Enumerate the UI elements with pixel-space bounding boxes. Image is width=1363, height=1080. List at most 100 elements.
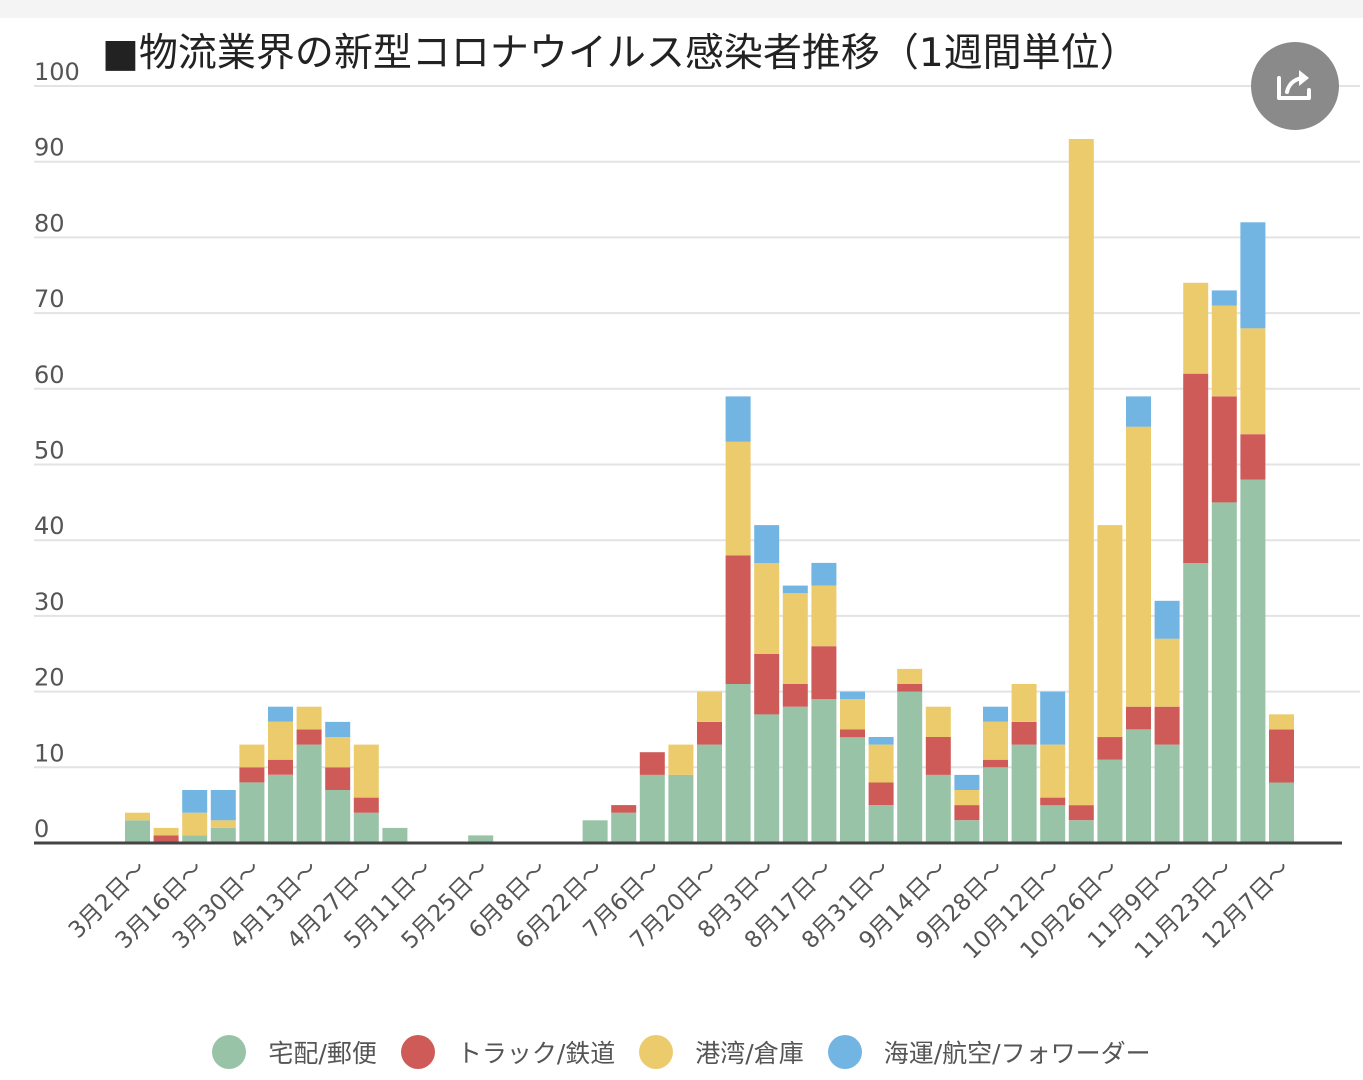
bar-segment-21-s3 [725, 396, 751, 442]
bar-segment-35-s2 [1126, 426, 1151, 707]
legend-item-delivery[interactable]: 宅配/郵便 [212, 1034, 377, 1070]
bar-segment-20-s2 [697, 691, 722, 722]
y-tick-label-0: 0 [34, 815, 49, 843]
bar-segment-2-s0 [182, 835, 208, 843]
legend-swatch-truck [400, 1035, 435, 1069]
y-tick-labels: 0 10 20 30 40 50 60 70 80 90 100 [34, 58, 80, 843]
y-tick-label-70: 70 [34, 285, 65, 313]
bar-segment-24-s2 [811, 585, 837, 647]
legend-item-port[interactable]: 港湾/倉庫 [639, 1034, 804, 1070]
bar-segment-0-s0 [125, 820, 150, 843]
bar-segment-20-s0 [697, 744, 722, 843]
bar-segment-23-s2 [782, 593, 808, 684]
bar-segment-25-s1 [840, 729, 865, 738]
bar-segment-37-s0 [1183, 562, 1209, 843]
bar-segment-22-s3 [754, 525, 780, 563]
bar-segment-22-s1 [754, 653, 780, 715]
top-strip [0, 0, 1363, 18]
bar-segment-7-s0 [325, 790, 351, 843]
bar-segment-17-s1 [611, 805, 637, 813]
bar-segment-4-s0 [239, 782, 265, 843]
bar-segment-31-s0 [1011, 744, 1037, 843]
bar-segment-35-s3 [1126, 396, 1151, 427]
bar-segment-27-s0 [897, 691, 923, 843]
bar-segment-6-s2 [296, 706, 322, 730]
bar-segment-40-s0 [1269, 782, 1294, 843]
y-tick-label-40: 40 [34, 512, 65, 540]
bar-segment-1-s2 [153, 827, 179, 836]
bar-segment-19-s2 [668, 744, 694, 775]
bar-segment-32-s2 [1040, 744, 1066, 798]
bar-segment-0-s2 [125, 812, 150, 821]
bar-segment-8-s1 [353, 797, 379, 813]
bar-segment-40-s1 [1269, 729, 1294, 783]
bar-segment-3-s0 [210, 827, 236, 843]
bar-segment-40-s2 [1269, 714, 1294, 730]
bar-segment-9-s0 [382, 827, 408, 843]
bar-segment-32-s0 [1040, 805, 1066, 843]
y-tick-label-10: 10 [34, 739, 65, 767]
bar-segment-39-s3 [1240, 222, 1266, 329]
bar-segment-8-s0 [353, 812, 379, 843]
bar-segment-17-s0 [611, 812, 637, 843]
y-tick-label-20: 20 [34, 664, 65, 692]
legend-swatch-delivery [212, 1035, 247, 1069]
bar-segment-23-s0 [782, 706, 808, 843]
bar-segment-38-s3 [1211, 290, 1237, 306]
bar-segment-23-s3 [782, 585, 808, 594]
bar-segment-19-s0 [668, 774, 694, 843]
legend-item-truck[interactable]: トラック/鉄道 [400, 1034, 615, 1070]
bar-segment-32-s1 [1040, 797, 1066, 806]
bar-segment-5-s0 [268, 774, 293, 843]
bar-segment-27-s2 [897, 668, 923, 684]
y-tick-label-60: 60 [34, 361, 65, 389]
share-button[interactable] [1251, 42, 1339, 130]
bar-segment-20-s1 [697, 721, 722, 745]
bar-segment-31-s1 [1011, 721, 1037, 745]
y-tick-label-100: 100 [34, 58, 80, 86]
bar-segment-24-s0 [811, 699, 837, 843]
bar-segment-38-s2 [1211, 305, 1237, 397]
bar-segment-35-s0 [1126, 729, 1151, 843]
legend-label-port: 港湾/倉庫 [695, 1039, 804, 1068]
share-icon [1273, 64, 1317, 108]
bar-segment-7-s3 [325, 721, 351, 737]
bar-segment-16-s0 [582, 820, 608, 843]
bar-segment-38-s1 [1211, 396, 1237, 503]
bar-segment-7-s2 [325, 737, 351, 768]
legend-label-delivery: 宅配/郵便 [268, 1039, 377, 1068]
bar-segment-1-s1 [153, 835, 179, 843]
bar-segment-4-s1 [239, 767, 265, 783]
bar-segment-5-s3 [268, 706, 293, 722]
bar-segment-28-s2 [925, 706, 951, 737]
legend-item-shipping[interactable]: 海運/航空/フォワーダー [827, 1034, 1151, 1070]
bar-segment-24-s1 [811, 646, 837, 700]
bar-segment-27-s1 [897, 684, 923, 692]
stacked-bar-chart: 0 10 20 30 40 50 60 70 80 90 100 3月2日～3月16日～3月30日～… [34, 58, 1360, 964]
y-tick-label-90: 90 [34, 134, 65, 162]
bar-segment-30-s1 [983, 759, 1008, 768]
bar-segment-6-s0 [296, 744, 322, 843]
legend-swatch-port [639, 1035, 674, 1069]
bar-segment-38-s0 [1211, 502, 1237, 843]
bar-segment-34-s1 [1097, 737, 1123, 760]
bar-segment-24-s3 [811, 562, 837, 586]
bar-segment-26-s2 [868, 744, 894, 783]
y-tick-label-80: 80 [34, 209, 65, 237]
bar-segment-33-s0 [1068, 820, 1094, 843]
bar-segment-7-s1 [325, 767, 351, 790]
legend-swatch-shipping [827, 1035, 862, 1069]
bar-segment-3-s3 [210, 790, 236, 821]
bar-segment-25-s0 [840, 737, 865, 843]
bar-segment-23-s1 [782, 684, 808, 707]
bar-segment-29-s0 [954, 820, 980, 843]
bar-segment-31-s2 [1011, 684, 1037, 722]
bar-segment-39-s0 [1240, 479, 1266, 843]
bar-segment-30-s2 [983, 721, 1008, 760]
bar-segment-26-s3 [868, 737, 894, 745]
bar-segment-21-s1 [725, 555, 751, 684]
bars [125, 139, 1294, 843]
bar-segment-2-s2 [182, 812, 208, 836]
bar-segment-39-s2 [1240, 328, 1266, 435]
bar-segment-18-s1 [639, 752, 665, 775]
